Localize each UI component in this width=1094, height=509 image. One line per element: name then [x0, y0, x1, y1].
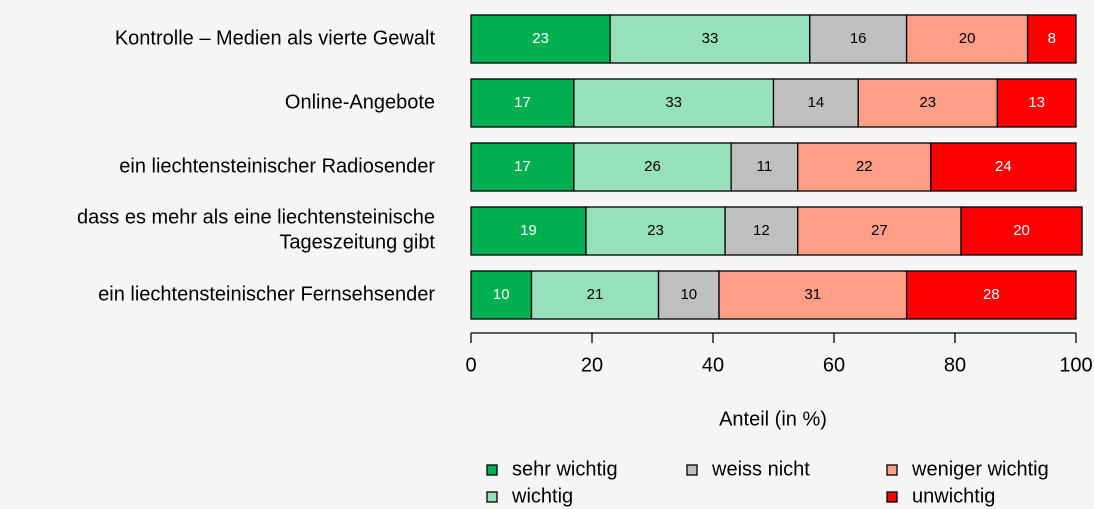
data-label: 31 [804, 286, 821, 303]
bar-segment [470, 270, 533, 320]
x-axis-title: Anteil (in %) [719, 408, 827, 430]
data-label: 23 [919, 94, 936, 111]
bar-segment [905, 14, 1029, 64]
category-label: Online-Angebote [285, 91, 435, 113]
bar-segment [609, 14, 811, 64]
bar-segment [470, 14, 611, 64]
bar-segment [772, 78, 859, 128]
bar-segment [530, 270, 660, 320]
legend-label: weiss nicht [711, 458, 810, 480]
data-label: 8 [1048, 30, 1056, 47]
x-tick-label: 60 [823, 354, 845, 376]
bar-segment [996, 78, 1077, 128]
legend-label: unwichtig [912, 485, 995, 507]
bar-segment [657, 270, 720, 320]
legend-swatch [486, 464, 498, 476]
data-label: 28 [983, 286, 1000, 303]
bar-segment [960, 206, 1083, 256]
data-label: 17 [514, 94, 531, 111]
data-label: 14 [808, 94, 825, 111]
data-label: 27 [871, 222, 888, 239]
category-label: Kontrolle – Medien als vierte Gewalt [115, 27, 436, 49]
data-label: 33 [702, 30, 719, 47]
x-tick-label: 100 [1059, 354, 1092, 376]
bar-segment [1026, 14, 1077, 64]
legend-label: weniger wichtig [911, 458, 1049, 480]
data-label: 10 [680, 286, 697, 303]
legend-swatch [886, 464, 898, 476]
data-label: 22 [856, 158, 873, 175]
category-label: ein liechtensteinischer Radiosender [119, 155, 435, 177]
data-label: 21 [587, 286, 604, 303]
legend-swatch [886, 491, 898, 503]
x-tick-label: 0 [465, 354, 476, 376]
data-label: 24 [995, 158, 1012, 175]
bar-segment [585, 206, 726, 256]
bar-segment [470, 206, 587, 256]
data-label: 11 [757, 158, 773, 175]
bar-segment [573, 142, 732, 192]
bar-segment [797, 206, 962, 256]
data-label: 23 [532, 30, 549, 47]
bar-segment [857, 78, 999, 128]
bar-segment [797, 142, 932, 192]
bar-segment [470, 142, 575, 192]
category-label: dass es mehr als eine liechtensteinische… [77, 207, 435, 254]
legend-label: sehr wichtig [512, 458, 618, 480]
bar-segment [930, 142, 1077, 192]
x-tick-label: 40 [702, 354, 724, 376]
category-label: ein liechtensteinischer Fernsehsender [98, 283, 435, 305]
data-label: 16 [850, 30, 867, 47]
bar-segment [470, 78, 575, 128]
legend-swatch [486, 491, 498, 503]
bar-segment [730, 142, 799, 192]
data-label: 13 [1028, 94, 1045, 111]
x-tick-label: 20 [581, 354, 603, 376]
data-label: 33 [665, 94, 682, 111]
data-label: 26 [644, 158, 661, 175]
data-label: 10 [493, 286, 510, 303]
data-label: 23 [647, 222, 664, 239]
data-label: 19 [520, 222, 537, 239]
bar-segment [905, 270, 1077, 320]
data-label: 17 [514, 158, 531, 175]
data-label: 12 [753, 222, 770, 239]
data-label: 20 [959, 30, 976, 47]
legend-swatch [686, 464, 698, 476]
x-tick-label: 80 [944, 354, 966, 376]
bar-segment [809, 14, 908, 64]
legend-label: wichtig [511, 485, 573, 507]
data-label: 20 [1013, 222, 1030, 239]
